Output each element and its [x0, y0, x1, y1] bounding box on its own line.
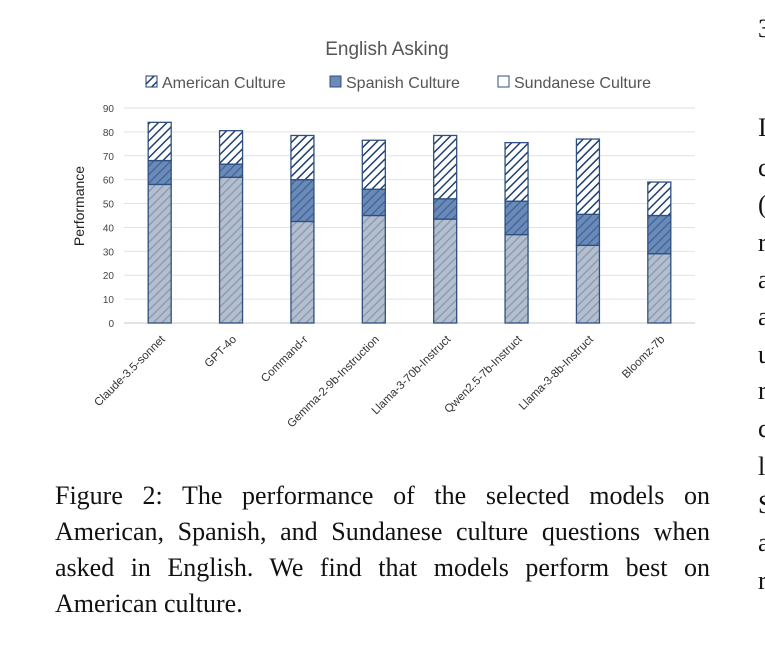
y-tick-label: 60 [103, 176, 115, 187]
bar-american-gemma-2-9b-instruction [361, 139, 386, 190]
y-tick-label: 80 [103, 128, 115, 139]
bar-american-llama-3-70b-instruct [433, 134, 458, 200]
bar-spanish-gemma-2-9b-instruction [361, 188, 386, 217]
y-tick-label: 20 [103, 271, 115, 282]
x-tick-label: Llama-3-70b-Instruct [370, 333, 454, 417]
right-column-glyph: 3 [758, 14, 765, 43]
bar-spanish-llama-3-70b-instruct [433, 198, 458, 220]
bar-sundanese-llama-3-8b-instruct [575, 244, 601, 324]
bar-spanish-command-r [290, 179, 315, 223]
right-column-glyph: c [758, 153, 765, 182]
legend-swatch-spanish [329, 75, 342, 88]
bar-sundanese-command-r [290, 220, 315, 324]
bar-sundanese-bloomz-7b [647, 253, 672, 324]
right-column-glyph: r [758, 566, 765, 595]
right-column-glyph: r [758, 228, 765, 257]
right-column-glyph: S [758, 490, 765, 520]
right-column-glyph: u [758, 340, 765, 369]
y-ticks: 0 10 20 30 40 50 60 70 80 90 [103, 104, 115, 330]
grid [124, 107, 695, 324]
right-column-glyph: l [758, 452, 765, 481]
x-tick-label: Bloomz-7b [620, 334, 667, 381]
bar-american-gpt-4o [218, 130, 244, 165]
bar-spanish-bloomz-7b [647, 214, 672, 255]
y-tick-label: 0 [108, 319, 114, 330]
right-column-glyph: a [758, 528, 765, 557]
bar-spanish-qwen2-5-7b-instruct [504, 200, 529, 236]
chart: English Asking American Culture Spanish … [71, 39, 695, 430]
bar-spanish-llama-3-8b-instruct [575, 213, 601, 247]
legend-label-spanish: Spanish Culture [346, 75, 460, 92]
legend-label-american: American Culture [162, 75, 286, 92]
bar-sundanese-gemma-2-9b-instruction [361, 214, 386, 324]
y-tick-label: 90 [103, 104, 115, 115]
x-ticks: Claude-3.5-sonnet GPT-4o Command-rGemma-2-… [92, 333, 667, 430]
bar-american-qwen2-5-7b-instruct [504, 141, 529, 202]
right-column-glyph: a [758, 302, 765, 331]
bar-american-llama-3-8b-instruct [575, 138, 601, 215]
bars [147, 121, 672, 324]
bar-sundanese-claude-3-5-sonnet [147, 183, 172, 324]
bar-sundanese-qwen2-5-7b-instruct [504, 233, 529, 324]
legend-swatch-sundanese [497, 75, 510, 88]
bar-spanish-claude-3-5-sonnet [147, 159, 172, 186]
right-column-glyph: ( [758, 190, 765, 220]
bar-spanish-gpt-4o [218, 163, 244, 178]
y-tick-label: 50 [103, 200, 115, 211]
bar-sundanese-llama-3-70b-instruct [433, 218, 458, 324]
right-column-glyph: a [758, 265, 765, 294]
bar-sundanese-gpt-4o [218, 176, 244, 324]
legend: American Culture Spanish Culture Sundane… [145, 75, 651, 92]
y-tick-label: 70 [103, 152, 115, 163]
x-tick-label: Claude-3.5-sonnet [92, 333, 168, 409]
y-tick-label: 10 [103, 295, 115, 306]
right-column-glyph: r [758, 376, 765, 405]
bar-american-claude-3-5-sonnet [147, 121, 172, 162]
right-column-glyph: I [758, 113, 765, 142]
x-tick-label: GPT-4o [203, 334, 240, 371]
chart-title: English Asking [325, 39, 449, 60]
legend-label-sundanese: Sundanese Culture [514, 75, 651, 92]
x-tick-label: Command-r [259, 334, 311, 386]
y-tick-label: 30 [103, 247, 115, 258]
y-tick-label: 40 [103, 223, 115, 234]
y-axis-label: Performance [71, 166, 87, 246]
bar-american-bloomz-7b [647, 181, 672, 217]
x-tick-label: Llama-3-8b-Instruct [517, 333, 597, 413]
bar-american-command-r [290, 134, 315, 181]
figure-caption: Figure 2: The performance of the selecte… [55, 481, 710, 618]
right-column-glyph: c [758, 414, 765, 443]
legend-swatch-american [145, 75, 158, 88]
x-tick-label: Qwen2.5-7b-Instruct [443, 333, 526, 416]
